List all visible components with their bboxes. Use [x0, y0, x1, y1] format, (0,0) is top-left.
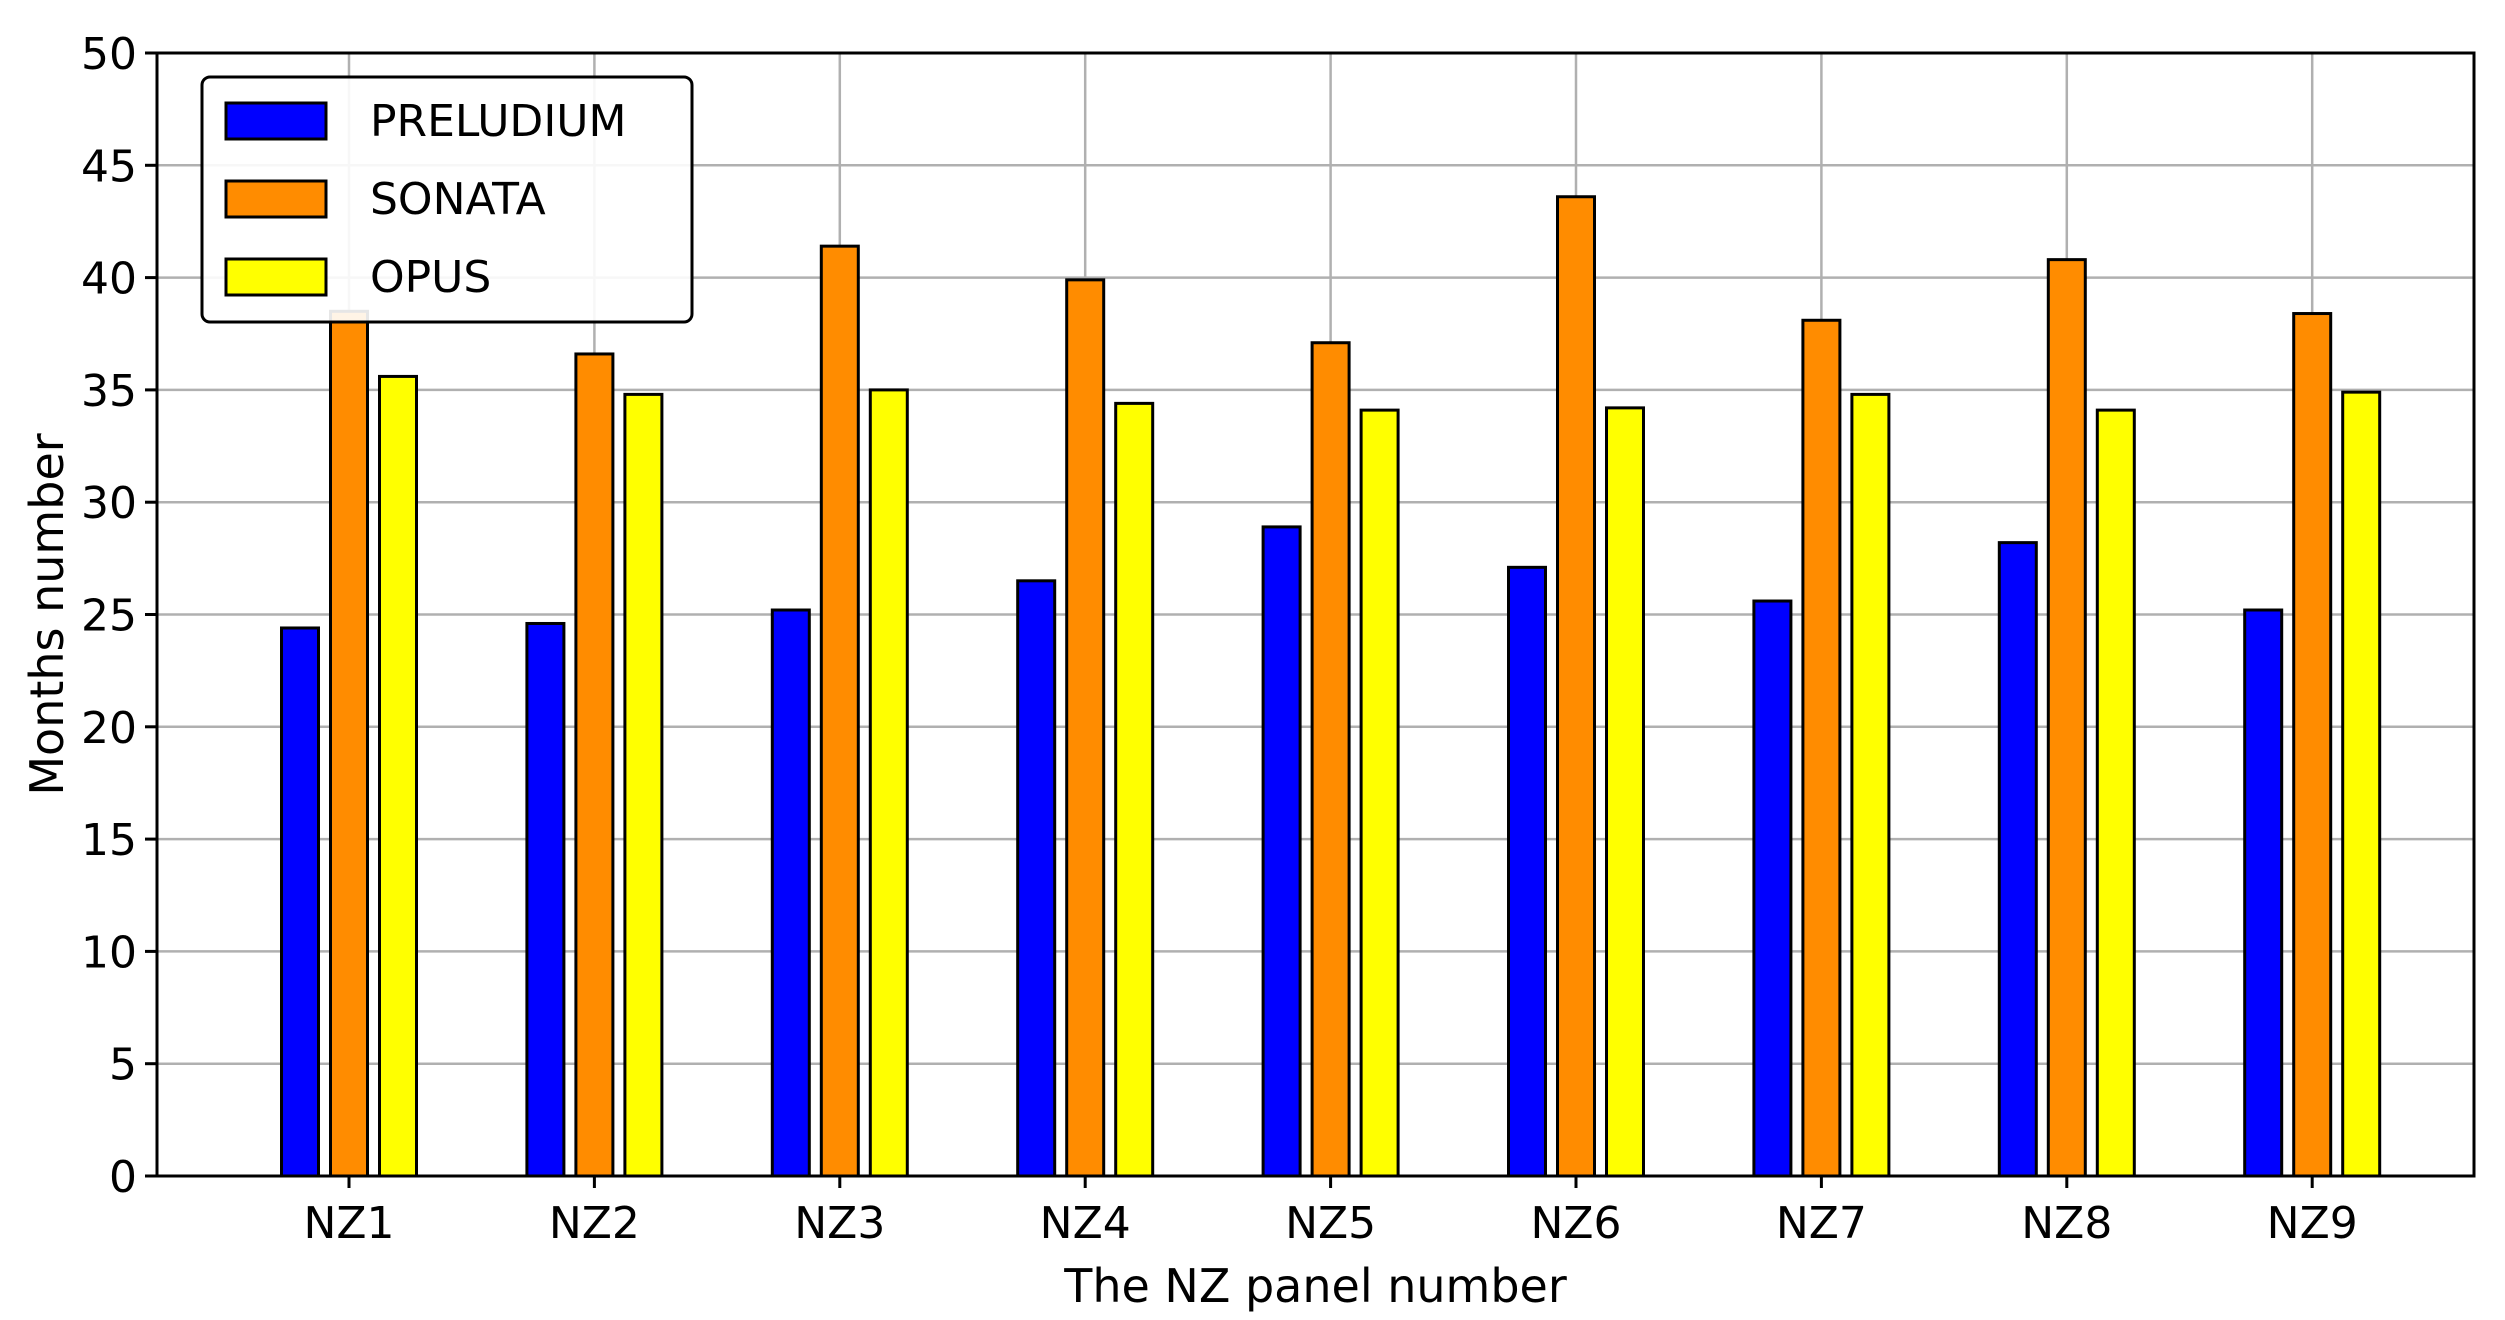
x-tick-label: NZ8 [2021, 1198, 2112, 1249]
bar-opus-nz5 [1359, 408, 1400, 1178]
bar-sonata-nz9 [2292, 312, 2333, 1178]
bar-sonata-nz2 [574, 352, 615, 1178]
bar-sonata-nz3 [819, 244, 860, 1178]
x-tick-label: NZ1 [303, 1198, 394, 1249]
y-axis-ticks: 0 5 10 15 20 25 30 35 40 45 50 [81, 29, 157, 1203]
x-tick-label: NZ6 [1530, 1198, 1621, 1249]
y-axis-label: Months number [20, 433, 74, 795]
bar-preludium-nz1 [280, 626, 320, 1178]
bar-preludium-nz4 [1016, 579, 1057, 1178]
x-tick-label: NZ3 [794, 1198, 885, 1249]
bar-preludium-nz6 [1507, 565, 1547, 1178]
y-tick-label: 50 [81, 29, 137, 80]
legend-swatch-opus [224, 257, 328, 297]
bar-opus-nz2 [623, 392, 664, 1178]
y-tick-label: 30 [81, 478, 137, 529]
y-tick-label: 35 [81, 366, 137, 417]
bar-preludium-nz8 [1997, 541, 2038, 1178]
bar-opus-nz6 [1605, 406, 1645, 1178]
y-tick-label: 20 [81, 703, 137, 754]
y-tick-label: 45 [81, 141, 137, 192]
bar-sonata-nz4 [1065, 278, 1106, 1178]
y-tick-label: 0 [109, 1152, 137, 1203]
bar-sonata-nz1 [329, 309, 369, 1178]
x-tick-label: NZ4 [1040, 1198, 1131, 1249]
bar-preludium-nz5 [1261, 525, 1302, 1178]
bar-opus-nz8 [2095, 408, 2136, 1178]
legend: PRELUDIUM SONATA OPUS [200, 75, 694, 324]
x-tick-label: NZ9 [2267, 1198, 2358, 1249]
legend-label-opus: OPUS [370, 252, 491, 303]
bar-opus-nz1 [378, 374, 418, 1178]
bar-sonata-nz7 [1801, 318, 1842, 1178]
y-tick-label: 15 [81, 815, 137, 866]
bar-preludium-nz7 [1752, 599, 1793, 1178]
bar-opus-nz3 [868, 388, 909, 1178]
bar-preludium-nz3 [770, 608, 811, 1178]
bar-preludium-nz9 [2243, 608, 2284, 1178]
bar-preludium-nz2 [525, 621, 566, 1178]
x-axis-ticks: NZ1 NZ2 NZ3 NZ4 NZ5 NZ6 NZ7 NZ8 NZ9 [303, 1176, 2358, 1249]
legend-label-sonata: SONATA [370, 174, 546, 225]
bar-sonata-nz6 [1556, 195, 1596, 1178]
bar-opus-nz9 [2341, 390, 2382, 1178]
bar-opus-nz7 [1850, 392, 1891, 1178]
x-tick-label: NZ5 [1285, 1198, 1376, 1249]
bar-sonata-nz8 [2046, 258, 2087, 1178]
x-tick-label: NZ7 [1776, 1198, 1867, 1249]
bar-opus-nz4 [1114, 401, 1155, 1178]
x-axis-label: The NZ panel number [1063, 1259, 1567, 1313]
y-tick-label: 5 [109, 1040, 137, 1091]
legend-label-preludium: PRELUDIUM [370, 96, 626, 147]
y-tick-label: 25 [81, 591, 137, 642]
bars [280, 195, 2382, 1178]
legend-swatch-sonata [224, 179, 328, 219]
x-tick-label: NZ2 [549, 1198, 640, 1249]
legend-swatch-preludium [224, 101, 328, 141]
bar-sonata-nz5 [1310, 341, 1351, 1178]
y-tick-label: 40 [81, 254, 137, 305]
y-tick-label: 10 [81, 927, 137, 978]
